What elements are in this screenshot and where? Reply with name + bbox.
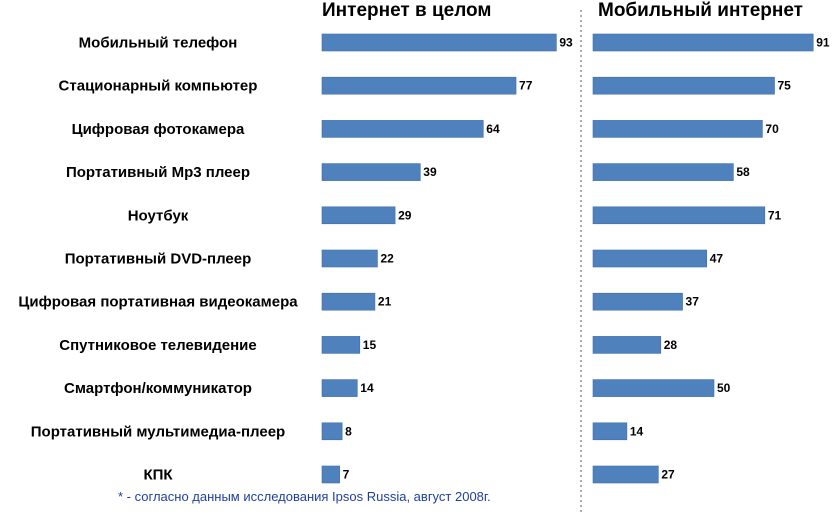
value-label-mobile: 71 xyxy=(768,208,782,222)
bar-overall xyxy=(321,76,517,95)
value-label-mobile: 47 xyxy=(710,252,724,266)
value-label-mobile: 75 xyxy=(778,79,792,93)
value-label-overall: 8 xyxy=(345,424,352,438)
value-label-overall: 15 xyxy=(363,338,377,352)
value-label-overall: 64 xyxy=(486,122,500,136)
category-label: Портативный Mp3 плеер xyxy=(66,164,250,181)
value-label-mobile: 37 xyxy=(686,295,700,309)
value-label-overall: 14 xyxy=(360,381,374,395)
bar-mobile xyxy=(592,163,734,181)
value-label-mobile: 70 xyxy=(765,122,779,136)
value-label-mobile: 91 xyxy=(816,36,830,50)
bar-overall xyxy=(321,249,378,268)
bar-mobile xyxy=(592,465,659,484)
category-label: Цифровая фотокамера xyxy=(72,121,245,138)
bar-overall xyxy=(321,206,396,225)
category-label: Ноутбук xyxy=(128,207,189,224)
bar-overall xyxy=(321,120,484,138)
bar-overall xyxy=(321,163,421,181)
category-label: Портативный DVD-плеер xyxy=(65,251,252,268)
value-label-mobile: 28 xyxy=(664,338,678,352)
value-label-overall: 7 xyxy=(343,468,350,482)
bar-mobile xyxy=(592,33,814,52)
value-label-overall: 22 xyxy=(380,252,394,266)
bar-mobile xyxy=(592,249,708,268)
panel-title-mobile-internet: Мобильный интернет xyxy=(598,0,803,21)
category-label: Стационарный компьютер xyxy=(59,78,258,95)
footnote: * - согласно данным исследования Ipsos R… xyxy=(118,489,491,504)
bar-mobile xyxy=(592,120,763,138)
bar-mobile xyxy=(592,379,715,397)
bar-mobile xyxy=(592,422,628,441)
bar-mobile xyxy=(592,336,662,354)
bar-mobile xyxy=(592,292,683,311)
bar-mobile xyxy=(592,76,775,95)
bar-overall xyxy=(321,33,557,52)
category-label: Смартфон/коммуникатор xyxy=(64,380,252,397)
category-label: КПК xyxy=(143,467,173,484)
category-label: Мобильный телефон xyxy=(79,35,238,52)
category-label: Портативный мультимедиа-плеер xyxy=(31,423,285,440)
value-label-overall: 93 xyxy=(559,36,573,50)
bar-mobile xyxy=(592,206,766,225)
bar-overall xyxy=(321,292,376,311)
value-label-overall: 21 xyxy=(378,295,392,309)
value-label-mobile: 27 xyxy=(661,468,675,482)
value-label-overall: 77 xyxy=(519,79,533,93)
bar-overall xyxy=(321,465,340,484)
category-label: Спутниковое телевидение xyxy=(59,337,257,354)
value-label-mobile: 58 xyxy=(736,165,750,179)
category-label: Цифровая портативная видеокамера xyxy=(18,294,298,311)
value-label-overall: 29 xyxy=(398,208,412,222)
value-label-overall: 39 xyxy=(423,165,437,179)
panel-title-internet-overall: Интернет в целом xyxy=(322,0,492,21)
bar-overall xyxy=(321,379,358,397)
value-label-mobile: 50 xyxy=(717,381,731,395)
value-label-mobile: 14 xyxy=(630,424,644,438)
bar-overall xyxy=(321,422,343,441)
bar-overall xyxy=(321,336,361,354)
